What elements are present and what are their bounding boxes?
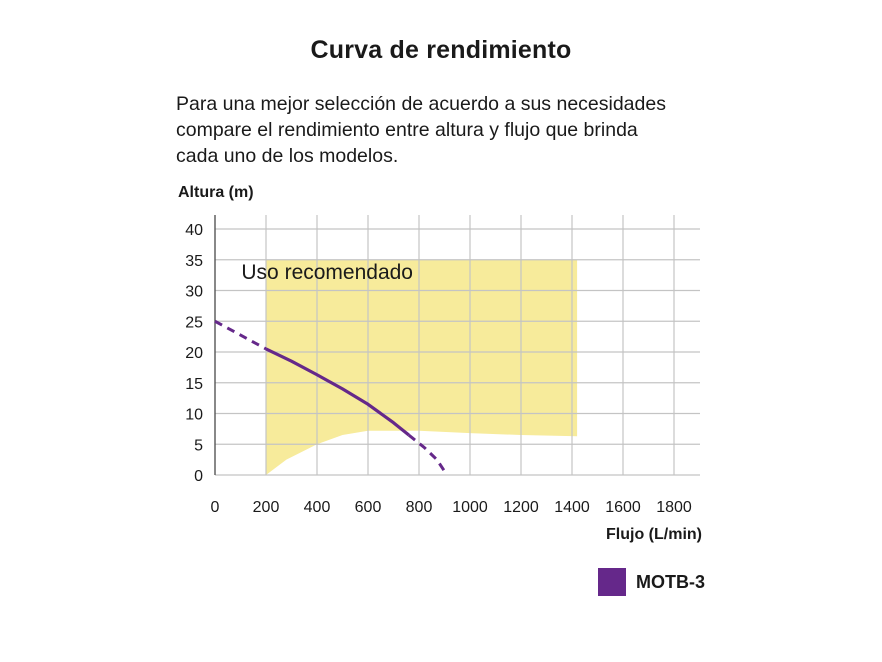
recommended-use-region [266,259,578,475]
description: Para una mejor selección de acuerdo a su… [176,91,776,169]
description-line: Para una mejor selección de acuerdo a su… [176,93,666,115]
recommended-use-label: Uso recomendado [241,261,413,284]
legend-swatch-motb-3 [598,568,626,596]
x-tick-label: 1600 [605,499,641,516]
description-line: cada uno de los modelos. [176,145,399,167]
legend: MOTB-3 [598,568,705,596]
x-tick-label: 1400 [554,499,590,516]
y-tick-label: 10 [185,407,203,424]
x-tick-label: 800 [406,499,433,516]
x-axis-label: Flujo (L/min) [606,526,702,543]
y-tick-label: 30 [185,284,203,301]
x-tick-label: 1000 [452,499,488,516]
y-tick-label: 25 [185,314,203,331]
x-tick-label: 400 [304,499,331,516]
x-tick-label: 200 [253,499,280,516]
description-line: compare el rendimiento entre altura y fl… [176,119,638,141]
y-tick-label: 40 [185,222,203,239]
y-tick-label: 0 [194,468,203,485]
x-tick-label: 1200 [503,499,539,516]
chart-title: Curva de rendimiento [310,36,572,64]
curve-motb-3 [265,347,410,437]
curve-dashed-end [407,433,449,476]
y-tick-label: 5 [194,437,203,454]
x-tick-label: 0 [211,499,220,516]
legend-label: MOTB-3 [636,571,705,592]
y-tick-label: 20 [185,345,203,362]
curve-dashed-start [214,319,267,351]
x-tick-label: 1800 [656,499,692,516]
y-axis-label: Altura (m) [178,184,254,201]
y-tick-label: 35 [185,253,203,270]
y-tick-label: 15 [185,376,203,393]
x-tick-label: 600 [355,499,382,516]
